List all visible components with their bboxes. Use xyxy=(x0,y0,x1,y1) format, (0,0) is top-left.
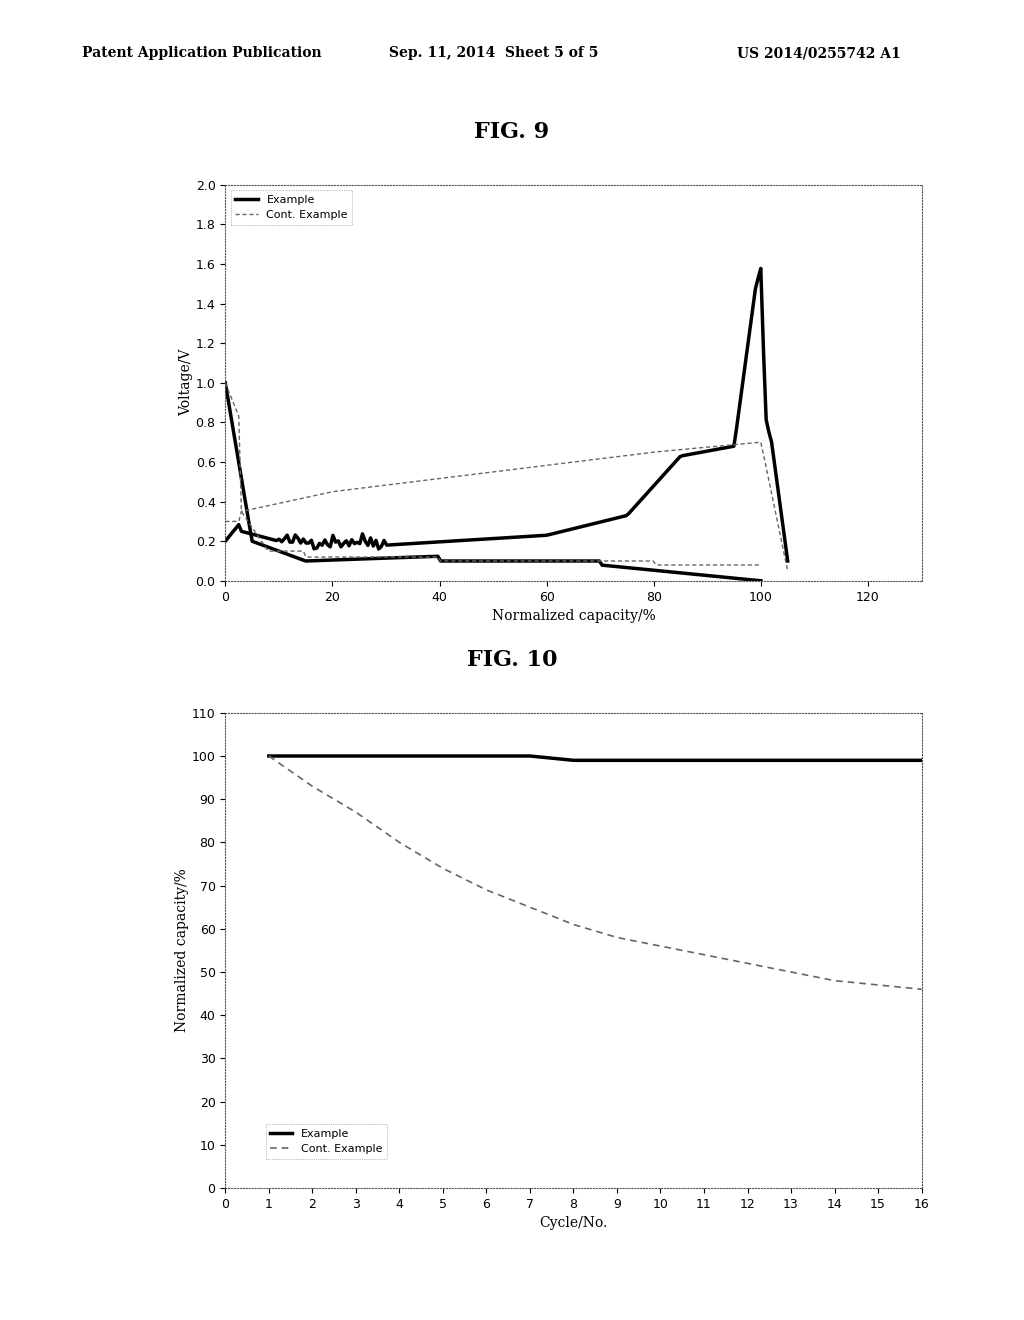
Cont. Example xyxy=(524,899,537,915)
X-axis label: Normalized capacity/%: Normalized capacity/% xyxy=(492,609,655,623)
Example xyxy=(524,748,537,764)
Text: FIG. 9: FIG. 9 xyxy=(474,121,550,143)
Example xyxy=(784,752,797,768)
X-axis label: Cycle/No.: Cycle/No. xyxy=(540,1216,607,1230)
Cont. Example xyxy=(828,973,841,989)
Example xyxy=(741,752,754,768)
Cont. Example xyxy=(698,946,711,962)
Cont. Example xyxy=(393,834,406,850)
Example xyxy=(872,752,885,768)
Cont. Example xyxy=(436,861,449,876)
Example xyxy=(262,748,274,764)
Example xyxy=(654,752,667,768)
Cont. Example xyxy=(262,748,274,764)
Text: US 2014/0255742 A1: US 2014/0255742 A1 xyxy=(737,46,901,61)
Cont. Example xyxy=(654,939,667,954)
Legend: Example, Cont. Example: Example, Cont. Example xyxy=(230,190,352,224)
Example xyxy=(828,752,841,768)
Example xyxy=(480,748,493,764)
Cont. Example xyxy=(306,779,318,795)
Text: Sep. 11, 2014  Sheet 5 of 5: Sep. 11, 2014 Sheet 5 of 5 xyxy=(389,46,598,61)
Y-axis label: Normalized capacity/%: Normalized capacity/% xyxy=(175,869,188,1032)
Example xyxy=(915,752,928,768)
Example xyxy=(567,752,580,768)
Example xyxy=(436,748,449,764)
Legend: Example, Cont. Example: Example, Cont. Example xyxy=(265,1125,387,1159)
Cont. Example xyxy=(872,977,885,993)
Cont. Example xyxy=(350,804,362,820)
Example xyxy=(306,748,318,764)
Cont. Example xyxy=(610,929,623,945)
Cont. Example xyxy=(741,956,754,972)
Y-axis label: Voltage/V: Voltage/V xyxy=(179,348,193,417)
Text: Patent Application Publication: Patent Application Publication xyxy=(82,46,322,61)
Example xyxy=(698,752,711,768)
Cont. Example xyxy=(915,981,928,997)
Example xyxy=(393,748,406,764)
Line: Example: Example xyxy=(268,756,922,760)
Example xyxy=(350,748,362,764)
Line: Cont. Example: Cont. Example xyxy=(268,756,922,989)
Cont. Example xyxy=(567,916,580,932)
Example xyxy=(610,752,623,768)
Cont. Example xyxy=(784,964,797,979)
Text: FIG. 10: FIG. 10 xyxy=(467,649,557,671)
Cont. Example xyxy=(480,882,493,898)
